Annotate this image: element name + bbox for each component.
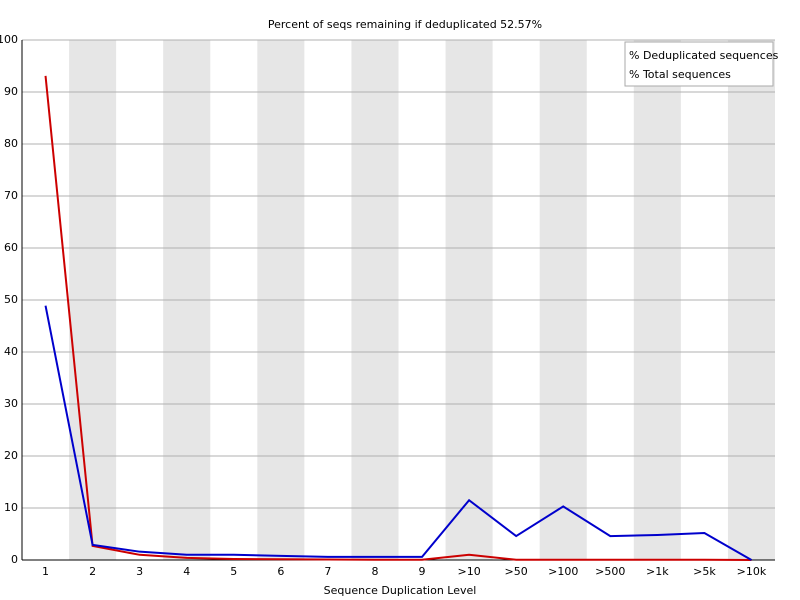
- y-tick-label: 30: [4, 397, 18, 410]
- x-tick-label: >10: [457, 565, 480, 578]
- x-axis-label: Sequence Duplication Level: [324, 584, 477, 597]
- series-line: [44, 75, 752, 561]
- x-tick-label: 9: [419, 565, 426, 578]
- legend-box: [624, 41, 774, 87]
- chart-title: Percent of seqs remaining if deduplicate…: [268, 18, 542, 31]
- x-tick-label: >1k: [646, 565, 669, 578]
- x-tick-label: 2: [89, 565, 96, 578]
- x-tick-label: >50: [505, 565, 528, 578]
- y-tick-label: 10: [4, 501, 18, 514]
- y-tick-label: 40: [4, 345, 18, 358]
- x-tick-label: >10k: [737, 565, 767, 578]
- x-tick-label: 5: [230, 565, 237, 578]
- y-tick-label: 50: [4, 293, 18, 306]
- y-tick-label: 70: [4, 189, 18, 202]
- x-tick-label: >500: [595, 565, 625, 578]
- legend-entry: % Total sequences: [629, 68, 731, 81]
- x-tick-label: 8: [371, 565, 378, 578]
- legend-entry: % Deduplicated sequences: [629, 49, 779, 62]
- series-line: [44, 305, 752, 561]
- y-tick-label: 20: [4, 449, 18, 462]
- y-tick-label: 80: [4, 137, 18, 150]
- x-tick-label: >100: [548, 565, 578, 578]
- x-tick-label: 3: [136, 565, 143, 578]
- x-tick-label: 6: [277, 565, 284, 578]
- y-tick-label: 60: [4, 241, 18, 254]
- y-tick-label: 100: [0, 33, 18, 46]
- x-tick-label: 1: [42, 565, 49, 578]
- x-tick-label: 7: [324, 565, 331, 578]
- x-tick-label: >5k: [693, 565, 716, 578]
- x-tick-label: 4: [183, 565, 190, 578]
- y-tick-label: 90: [4, 85, 18, 98]
- y-tick-label: 0: [11, 553, 18, 566]
